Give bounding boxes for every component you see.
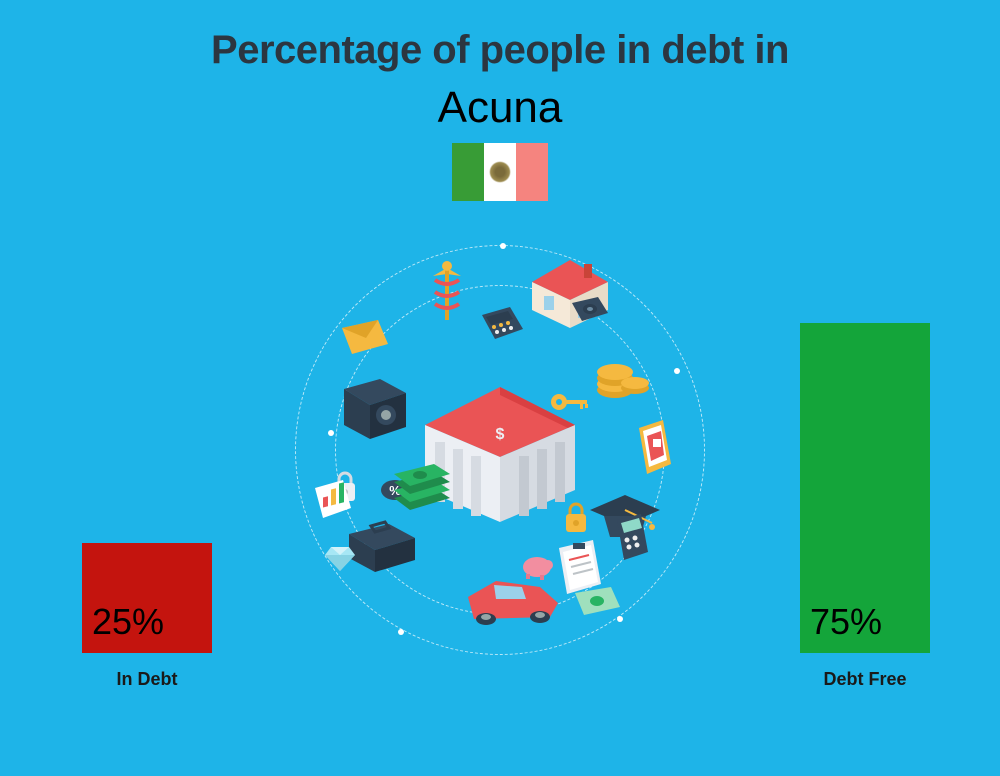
flag-white-stripe <box>484 143 516 201</box>
location-name: Acuna <box>0 83 1000 133</box>
caduceus-icon <box>425 260 470 335</box>
envelope-icon <box>340 320 390 361</box>
phone-icon <box>635 420 675 485</box>
finance-illustration: $ <box>295 245 705 655</box>
flag-green-stripe <box>452 143 484 201</box>
orbit-dot <box>328 430 334 436</box>
briefcase-icon <box>345 520 420 580</box>
bar-value-in-debt: 25% <box>92 601 164 643</box>
safe-icon <box>340 375 410 450</box>
bar-label-debt-free: Debt Free <box>823 669 906 690</box>
bar-rect-debt-free: 75% <box>800 323 930 653</box>
coins-icon <box>595 340 650 405</box>
flag-emblem-icon <box>489 161 511 183</box>
svg-text:$: $ <box>496 426 505 443</box>
padlock-icon <box>562 501 590 540</box>
bar-debt-free: 75% Debt Free <box>800 323 930 690</box>
mexico-flag-icon <box>452 143 548 201</box>
bar-rect-in-debt: 25% <box>82 543 212 653</box>
cash-icon <box>575 587 620 620</box>
piggy-bank-icon <box>520 552 555 585</box>
orbit-dot <box>398 629 404 635</box>
bar-value-debt-free: 75% <box>810 601 882 643</box>
camera-icon <box>570 295 610 330</box>
diamond-icon <box>325 545 355 576</box>
orbit-dot <box>500 243 506 249</box>
flag-red-stripe <box>516 143 548 201</box>
chart-icon <box>313 480 353 525</box>
bar-in-debt: 25% In Debt <box>82 543 212 690</box>
calculator-large-icon <box>480 305 525 350</box>
calculator-icon <box>615 514 650 567</box>
page-title: Percentage of people in debt in <box>0 0 1000 73</box>
key-icon <box>550 390 590 419</box>
bar-label-in-debt: In Debt <box>117 669 178 690</box>
cash-stack-icon <box>390 460 455 525</box>
